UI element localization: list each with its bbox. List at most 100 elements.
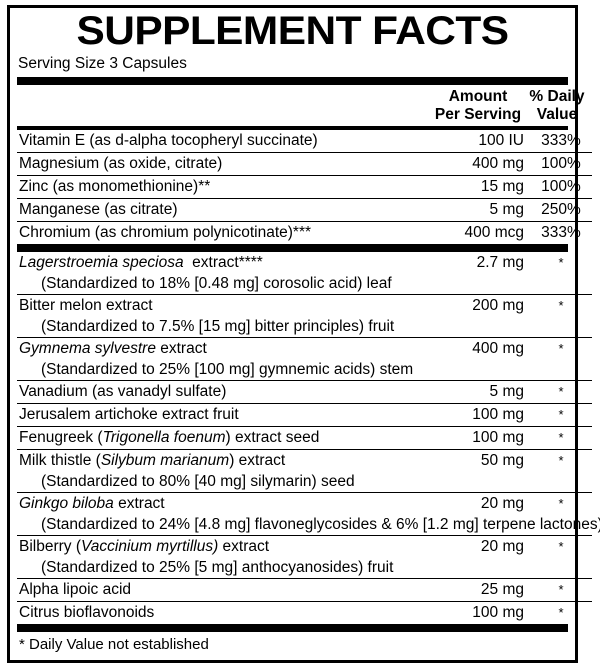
botanicals-divider (17, 244, 568, 252)
vitamins-divider-top (17, 126, 568, 130)
ingredient-amount: 5 mg (436, 198, 530, 222)
ingredient-name-text: Zinc (as monomethionine)** (19, 178, 211, 195)
ingredient-name: Milk thistle (Silybum marianum) extract (… (17, 449, 436, 493)
table-row: Zinc (as monomethionine)** 15 mg 100% (17, 175, 592, 199)
daily-value-asterisk: * (558, 539, 564, 554)
ingredient-standardization: (Standardized to 24% [4.8 mg] flavonegly… (41, 516, 600, 533)
column-header-table: Amount Per Serving % Daily Value (17, 85, 588, 126)
ingredient-name-text: Alpha lipoic acid (19, 581, 132, 598)
ingredient-amount: 20 mg (436, 535, 530, 579)
ingredient-amount: 400 mg (436, 337, 530, 381)
ingredient-daily-value: 333% (541, 132, 581, 149)
column-header-row: Amount Per Serving % Daily Value (17, 85, 588, 126)
daily-value-asterisk: * (558, 430, 564, 445)
ingredient-amount: 100 IU (478, 132, 524, 149)
ingredient-amount: 100 mg (436, 601, 530, 624)
footnote-divider (17, 624, 568, 632)
column-header-daily-value: % Daily Value (526, 85, 588, 126)
ingredient-standardization: (Standardized to 25% [100 mg] gymnemic a… (41, 361, 414, 378)
ingredient-daily-value: * (530, 449, 592, 493)
table-row: Gymnema sylvestre extract (Standardized t… (17, 337, 592, 381)
table-row: Citrus bioflavonoids 100 mg * (17, 601, 592, 624)
ingredient-name-text: Manganese (as citrate) (19, 201, 178, 218)
ingredient-name-text: Magnesium (as oxide, citrate) (19, 155, 223, 172)
ingredient-name-text: Lagerstroemia speciosa extract**** (19, 254, 263, 271)
ingredient-name-text: Vitamin E (as d-alpha tocopheryl succina… (19, 132, 318, 149)
ingredient-name: Bitter melon extract (Standardized to 7.5… (17, 294, 436, 338)
daily-value-asterisk: * (558, 298, 564, 313)
ingredient-daily-value: * (530, 535, 592, 579)
table-row: Jerusalem artichoke extract fruit 100 mg * (17, 403, 592, 427)
ingredient-name-text: Gymnema sylvestre extract (19, 340, 207, 357)
daily-value-asterisk: * (558, 496, 564, 511)
vitamins-table: Vitamin E (as d-alpha tocopheryl succina… (17, 130, 592, 244)
ingredient-daily-value: 333% (530, 221, 592, 244)
ingredient-name: Vanadium (as vanadyl sulfate) (17, 380, 436, 404)
ingredient-standardization: (Standardized to 80% [40 mg] silymarin) … (41, 473, 355, 490)
amount-line-2: Per Serving (434, 106, 522, 123)
ingredient-daily-value: * (530, 380, 592, 404)
ingredient-name: Chromium (as chromium polynicotinate)*** (17, 221, 436, 244)
ingredient-name-text: Jerusalem artichoke extract fruit (19, 406, 239, 423)
ingredient-daily-value: * (530, 426, 592, 450)
ingredient-standardization: (Standardized to 25% [5 mg] anthocyanosi… (41, 559, 394, 576)
ingredient-name-text: Milk thistle (Silybum marianum) extract (19, 452, 286, 469)
table-row: Bitter melon extract (Standardized to 7.5… (17, 294, 592, 338)
ingredient-name: Jerusalem artichoke extract fruit (17, 403, 436, 427)
ingredient-daily-value: * (530, 492, 592, 536)
ingredient-name-text: Bilberry (Vaccinium myrtillus) extract (19, 538, 270, 555)
daily-value-asterisk: * (558, 605, 564, 620)
ingredient-name-text: Ginkgo biloba extract (19, 495, 165, 512)
ingredient-name: Lagerstroemia speciosa extract**** (Stand… (17, 252, 436, 295)
ingredient-amount: 50 mg (436, 449, 530, 493)
table-row: Milk thistle (Silybum marianum) extract (… (17, 449, 592, 493)
ingredient-amount: 25 mg (436, 578, 530, 602)
table-row: Alpha lipoic acid 25 mg * (17, 578, 592, 602)
ingredient-name: Gymnema sylvestre extract (Standardized t… (17, 337, 436, 381)
ingredient-standardization: (Standardized to 7.5% [15 mg] bitter pri… (41, 318, 395, 335)
serving-size: Serving Size 3 Capsules (18, 55, 187, 72)
daily-value-asterisk: * (558, 407, 564, 422)
ingredient-name: Alpha lipoic acid (17, 578, 436, 602)
ingredient-daily-value: 250% (530, 198, 592, 222)
ingredient-daily-value: 100% (530, 175, 592, 199)
table-row: Chromium (as chromium polynicotinate)***… (17, 221, 592, 244)
footnote-text: * Daily Value not established (19, 636, 209, 653)
table-row: Magnesium (as oxide, citrate) 400 mg 100% (17, 152, 592, 176)
daily-value-asterisk: * (558, 255, 564, 270)
table-row: Vitamin E (as d-alpha tocopheryl succina… (17, 130, 592, 153)
ingredient-name: Zinc (as monomethionine)** (17, 175, 436, 199)
supplement-facts-panel: SUPPLEMENT FACTS Serving Size 3 Capsules… (7, 5, 600, 663)
ingredient-name: Ginkgo biloba extract (Standardized to 24… (17, 492, 600, 536)
ingredient-name-text: Bitter melon extract (19, 297, 153, 314)
ingredient-daily-value: * (530, 601, 592, 624)
ingredient-amount: 2.7 mg (476, 254, 524, 271)
ingredient-daily-value: 100% (530, 152, 592, 176)
ingredient-amount: 5 mg (436, 380, 530, 404)
table-row: Manganese (as citrate) 5 mg 250% (17, 198, 592, 222)
ingredient-name: Manganese (as citrate) (17, 198, 436, 222)
ingredient-name-text: Citrus bioflavonoids (19, 604, 155, 621)
table-row: Lagerstroemia speciosa extract**** (Stand… (17, 252, 592, 295)
ingredient-amount: 100 mg (436, 403, 530, 427)
header-divider-thick (17, 77, 568, 85)
table-row: Bilberry (Vaccinium myrtillus) extract (S… (17, 535, 592, 579)
ingredient-name: Vitamin E (as d-alpha tocopheryl succina… (17, 130, 436, 153)
column-header-amount: Amount Per Serving (434, 85, 526, 126)
botanicals-table: Lagerstroemia speciosa extract**** (Stand… (17, 252, 600, 624)
ingredient-daily-value: * (530, 578, 592, 602)
column-header-name (17, 85, 434, 126)
ingredient-amount: 15 mg (436, 175, 530, 199)
ingredient-name: Magnesium (as oxide, citrate) (17, 152, 436, 176)
ingredient-name: Fenugreek (Trigonella foenum) extract se… (17, 426, 436, 450)
ingredient-name-text: Fenugreek (Trigonella foenum) extract se… (19, 429, 320, 446)
amount-line-1: Amount (448, 88, 508, 105)
daily-value-asterisk: * (558, 582, 564, 597)
table-row: Vanadium (as vanadyl sulfate) 5 mg * (17, 380, 592, 404)
ingredient-name: Citrus bioflavonoids (17, 601, 436, 624)
daily-value-asterisk: * (558, 384, 564, 399)
ingredient-standardization: (Standardized to 18% [0.48 mg] corosolic… (41, 275, 392, 292)
ingredient-daily-value: * (530, 252, 592, 295)
ingredient-amount: 20 mg (436, 492, 530, 536)
page-title: SUPPLEMENT FACTS (76, 9, 509, 53)
